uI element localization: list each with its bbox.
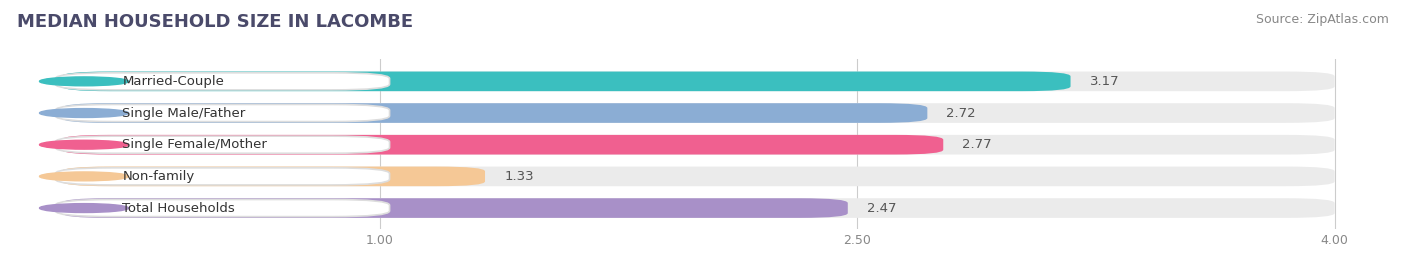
Text: 2.77: 2.77: [962, 138, 993, 151]
FancyBboxPatch shape: [55, 104, 389, 122]
FancyBboxPatch shape: [55, 200, 389, 217]
Circle shape: [39, 140, 128, 149]
FancyBboxPatch shape: [55, 136, 389, 153]
Circle shape: [39, 77, 128, 86]
Circle shape: [39, 109, 128, 118]
FancyBboxPatch shape: [62, 103, 928, 123]
FancyBboxPatch shape: [62, 72, 1334, 91]
Text: 2.47: 2.47: [868, 201, 897, 215]
Circle shape: [39, 172, 128, 181]
Text: 3.17: 3.17: [1090, 75, 1119, 88]
FancyBboxPatch shape: [62, 167, 485, 186]
FancyBboxPatch shape: [62, 198, 848, 218]
Text: Single Female/Mother: Single Female/Mother: [122, 138, 267, 151]
Text: 2.72: 2.72: [946, 107, 976, 119]
Text: Non-family: Non-family: [122, 170, 194, 183]
FancyBboxPatch shape: [55, 73, 389, 90]
FancyBboxPatch shape: [62, 135, 943, 154]
FancyBboxPatch shape: [62, 103, 1334, 123]
Text: Total Households: Total Households: [122, 201, 235, 215]
Text: 1.33: 1.33: [505, 170, 534, 183]
Circle shape: [39, 204, 128, 213]
FancyBboxPatch shape: [62, 167, 1334, 186]
Text: MEDIAN HOUSEHOLD SIZE IN LACOMBE: MEDIAN HOUSEHOLD SIZE IN LACOMBE: [17, 13, 413, 31]
Text: Married-Couple: Married-Couple: [122, 75, 224, 88]
Text: Source: ZipAtlas.com: Source: ZipAtlas.com: [1256, 13, 1389, 26]
FancyBboxPatch shape: [62, 72, 1070, 91]
FancyBboxPatch shape: [55, 168, 389, 185]
FancyBboxPatch shape: [62, 198, 1334, 218]
Text: Single Male/Father: Single Male/Father: [122, 107, 246, 119]
FancyBboxPatch shape: [62, 135, 1334, 154]
